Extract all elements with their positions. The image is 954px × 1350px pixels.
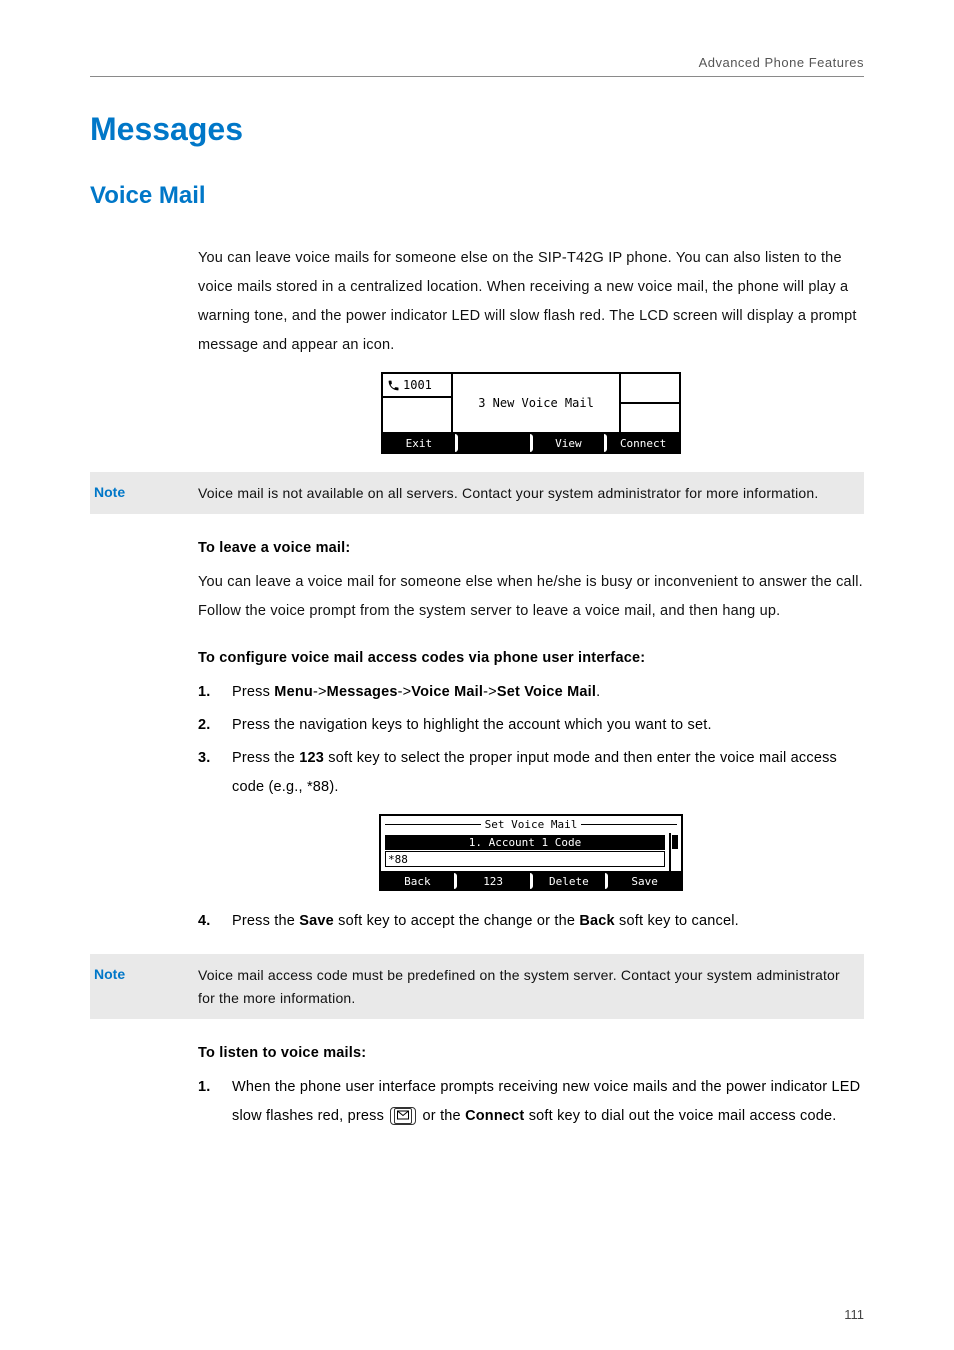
lcd1-softkey-row: Exit View Connect bbox=[383, 432, 679, 452]
step1-arrow3: -> bbox=[483, 684, 497, 700]
page-number: 111 bbox=[844, 1307, 864, 1322]
step1-arrow2: -> bbox=[398, 684, 412, 700]
configure-step-4: 4. Press the Save soft key to accept the… bbox=[198, 907, 864, 936]
lcd2-row-value[interactable]: *88 bbox=[385, 851, 665, 867]
lcd2-title: Set Voice Mail bbox=[485, 818, 578, 831]
page-title: Messages bbox=[90, 111, 864, 148]
leave-body: You can leave a voice mail for someone e… bbox=[198, 568, 864, 626]
listen-s1-connect: Connect bbox=[465, 1108, 524, 1124]
lcd1-ext-value: 1001 bbox=[403, 378, 432, 392]
lcd2-softkey-back[interactable]: Back bbox=[381, 873, 457, 889]
step1-messages: Messages bbox=[327, 684, 398, 700]
running-head: Advanced Phone Features bbox=[90, 55, 864, 77]
step4-post: soft key to cancel. bbox=[615, 913, 739, 929]
step4-mid: soft key to accept the change or the bbox=[334, 913, 579, 929]
leave-heading: To leave a voice mail: bbox=[198, 540, 864, 556]
step1-menu: Menu bbox=[274, 684, 313, 700]
configure-steps: 1. Press Menu->Messages->Voice Mail->Set… bbox=[198, 678, 864, 802]
message-key-icon bbox=[390, 1107, 416, 1125]
intro-block: You can leave voice mails for someone el… bbox=[198, 244, 864, 454]
lcd-screenshot-2: Set Voice Mail 1. Account 1 Code *88 Bac… bbox=[198, 814, 864, 891]
step4-save: Save bbox=[299, 913, 334, 929]
section-heading-voice-mail: Voice Mail bbox=[90, 182, 864, 210]
phone-icon bbox=[387, 379, 400, 392]
note-2: Note Voice mail access code must be pred… bbox=[90, 954, 864, 1019]
page: Advanced Phone Features Messages Voice M… bbox=[0, 0, 954, 1350]
listen-heading: To listen to voice mails: bbox=[198, 1045, 864, 1061]
step1-voicemail: Voice Mail bbox=[411, 684, 483, 700]
lcd2-row-label: 1. Account 1 Code bbox=[385, 835, 665, 850]
step1-post: . bbox=[596, 684, 600, 700]
lcd-screenshot-1: 1001 3 New Voice Mail Exit View Connect bbox=[198, 372, 864, 454]
listen-s1-post: soft key to dial out the voice mail acce… bbox=[524, 1108, 836, 1124]
lcd1-softkey-connect[interactable]: Connect bbox=[607, 434, 679, 452]
lcd2-softkey-save[interactable]: Save bbox=[608, 873, 681, 889]
configure-step-1: 1. Press Menu->Messages->Voice Mail->Set… bbox=[198, 678, 864, 707]
listen-s1-mid: or the bbox=[423, 1108, 466, 1124]
lcd1-message: 3 New Voice Mail bbox=[453, 374, 621, 432]
lcd2-title-row: Set Voice Mail bbox=[381, 816, 681, 833]
lcd2-softkey-123[interactable]: 123 bbox=[457, 873, 533, 889]
envelope-icon bbox=[397, 1110, 409, 1120]
note-1-text: Voice mail is not available on all serve… bbox=[198, 482, 850, 504]
lcd2-softkey-row: Back 123 Delete Save bbox=[381, 871, 681, 889]
configure-heading: To configure voice mail access codes via… bbox=[198, 650, 864, 666]
lcd1-extension: 1001 bbox=[383, 374, 451, 398]
step4-pre: Press the bbox=[232, 913, 299, 929]
intro-paragraph: You can leave voice mails for someone el… bbox=[198, 244, 864, 360]
configure-step-2: 2. Press the navigation keys to highligh… bbox=[198, 711, 864, 740]
configure-step-3: 3. Press the 123 soft key to select the … bbox=[198, 744, 864, 802]
step3-pre: Press the bbox=[232, 750, 299, 766]
lcd1-softkey-exit[interactable]: Exit bbox=[383, 434, 458, 452]
listen-block: To listen to voice mails: 1. When the ph… bbox=[198, 1045, 864, 1131]
note-2-label: Note bbox=[90, 964, 198, 1009]
step1-pre: Press bbox=[232, 684, 274, 700]
step4-back: Back bbox=[579, 913, 614, 929]
lcd2-scrollbar[interactable] bbox=[669, 833, 681, 871]
step1-setvoicemail: Set Voice Mail bbox=[497, 684, 596, 700]
note-1: Note Voice mail is not available on all … bbox=[90, 472, 864, 514]
step2-text: Press the navigation keys to highlight t… bbox=[232, 717, 712, 733]
listen-step-1: 1. When the phone user interface prompts… bbox=[198, 1073, 864, 1131]
step3-123: 123 bbox=[299, 750, 324, 766]
step1-arrow1: -> bbox=[313, 684, 327, 700]
configure-step-4-list: 4. Press the Save soft key to accept the… bbox=[198, 907, 864, 936]
lcd1-softkey-blank[interactable] bbox=[458, 434, 533, 452]
leave-block: To leave a voice mail: You can leave a v… bbox=[198, 540, 864, 936]
lcd1-softkey-view[interactable]: View bbox=[533, 434, 608, 452]
note-2-text: Voice mail access code must be predefine… bbox=[198, 964, 850, 1009]
note-1-label: Note bbox=[90, 482, 198, 504]
listen-steps: 1. When the phone user interface prompts… bbox=[198, 1073, 864, 1131]
lcd2-softkey-delete[interactable]: Delete bbox=[533, 873, 609, 889]
